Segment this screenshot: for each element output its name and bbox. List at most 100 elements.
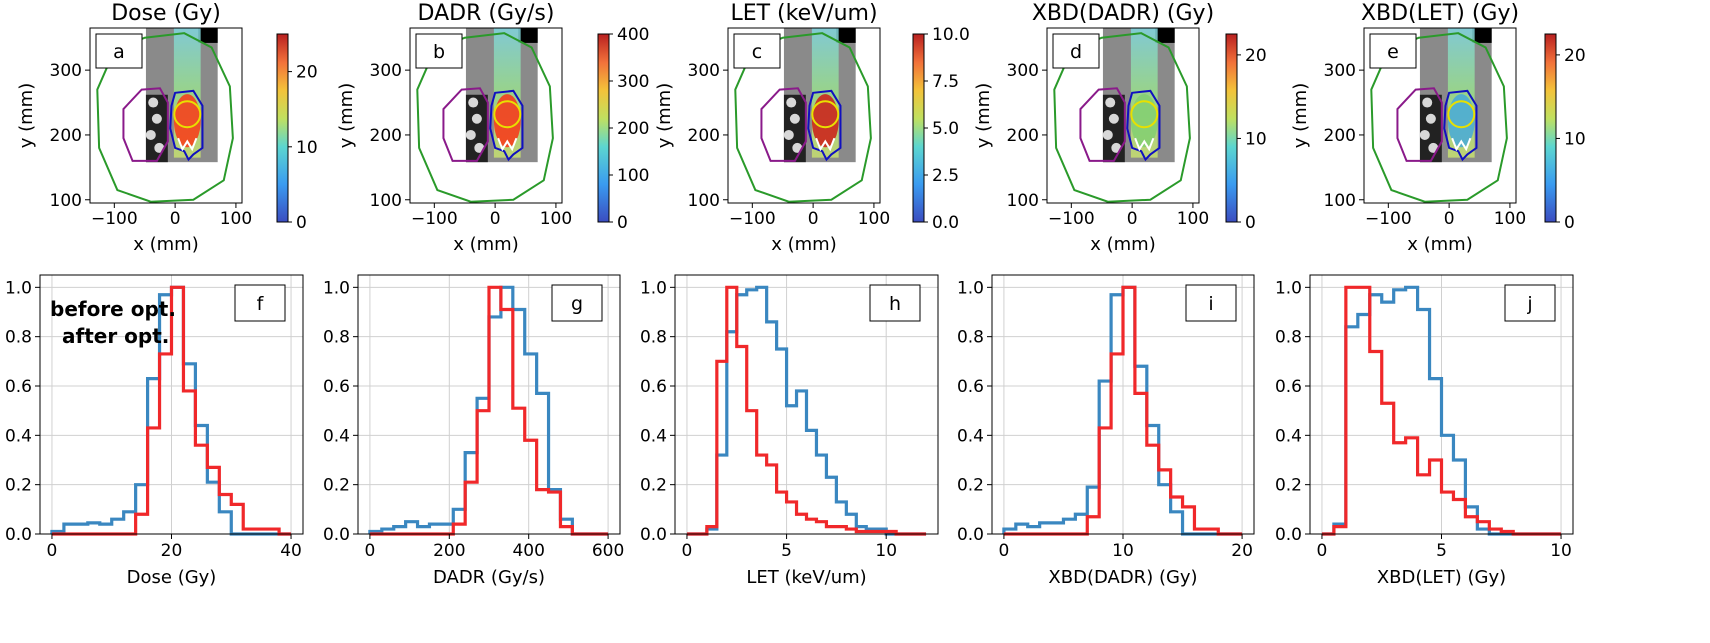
y-axis-label: y (mm)	[16, 83, 37, 149]
y-tick-label: 0.8	[5, 328, 32, 348]
colorbar-tick-label: 0.0	[932, 213, 959, 233]
ct-bone-spot	[1108, 113, 1119, 124]
axes-frame	[727, 27, 881, 204]
colorbar-tick-label: 300	[617, 72, 649, 92]
x-axis-label: x (mm)	[1090, 234, 1156, 255]
colorbar-tick-label: 10	[1245, 129, 1267, 149]
y-tick-label: 0.2	[1275, 476, 1302, 496]
x-tick-label: 10	[1550, 541, 1572, 561]
y-tick-label: 300	[370, 61, 402, 81]
ct-bone-spot	[148, 97, 159, 108]
ct-bone-spot	[465, 129, 476, 140]
x-axis-label: DADR (Gy/s)	[433, 567, 545, 588]
colorbar-tick-label: 0	[617, 213, 628, 233]
colorbar	[276, 33, 289, 223]
panel-letter: b	[433, 41, 445, 63]
panel-title: LET (keV/um)	[730, 1, 877, 26]
target-contour	[489, 89, 524, 162]
x-tick-label: 20	[1231, 541, 1253, 561]
y-tick-label: 0.4	[323, 426, 350, 446]
y-tick-label: 0.6	[1275, 377, 1302, 397]
y-tick-label: 200	[370, 126, 402, 146]
body-contour	[734, 32, 872, 203]
panel-letter-box	[1185, 284, 1237, 322]
y-tick-label: 300	[50, 61, 82, 81]
spine-contour	[177, 137, 198, 152]
panel-title: XBD(DADR) (Gy)	[1032, 1, 1214, 26]
colorbar-tick-label: 200	[617, 119, 649, 139]
y-tick-label: 0.8	[1275, 328, 1302, 348]
y-tick-label: 0.4	[957, 426, 984, 446]
ct-bone-spot	[471, 113, 482, 124]
x-axis-label: x (mm)	[771, 234, 837, 255]
y-axis-label: y (mm)	[1290, 83, 1311, 149]
colorbar-tick-label: 20	[1245, 46, 1267, 66]
spine-contour	[497, 137, 518, 152]
y-tick-label: 100	[1324, 191, 1356, 211]
panel-c: −100 0 100 100 200 300 x (mm) y (mm) LET (keV/um…	[654, 1, 970, 255]
y-tick-label: 200	[688, 126, 720, 146]
x-tick-label: 0	[364, 541, 375, 561]
colorbar-tick-label: 10	[1564, 129, 1586, 149]
colorbar-tick-label: 10.0	[932, 25, 970, 45]
y-tick-label: 0.4	[1275, 426, 1302, 446]
x-tick-label: 5	[1436, 541, 1447, 561]
panel-letter: d	[1070, 41, 1082, 63]
legend-after: after opt.	[62, 324, 169, 348]
ct-bone-spot	[151, 113, 162, 124]
x-axis-label: XBD(LET) (Gy)	[1377, 567, 1506, 588]
y-tick-label: 1.0	[5, 278, 32, 298]
panel-h: 0 5 10 0.0 0.2 0.4 0.6 0.8 1.0 LET (keV/um) h	[640, 274, 939, 588]
x-axis-label: x (mm)	[133, 234, 199, 255]
panel-letter: h	[889, 293, 901, 315]
y-tick-label: 100	[688, 191, 720, 211]
lung-contour	[442, 87, 489, 162]
y-tick-label: 0.0	[5, 525, 32, 545]
colorbar-tick-label: 5.0	[932, 119, 959, 139]
colorbar-tick-label: 0	[1245, 213, 1256, 233]
y-tick-label: 0.0	[323, 525, 350, 545]
panel-letter: j	[1526, 293, 1532, 315]
colorbar-tick-label: 0	[1564, 213, 1575, 233]
y-tick-label: 100	[370, 191, 402, 211]
panel-a: −100 0 100 100 200 300 x (mm) y (mm) Dose (Gy) a 0…	[16, 1, 318, 255]
x-tick-label: −100	[1365, 209, 1412, 229]
panel-letter: a	[113, 41, 125, 63]
series-before-line	[50, 285, 292, 536]
axes-frame	[1046, 27, 1200, 204]
ct-bone-spot	[1419, 129, 1430, 140]
y-tick-label: 1.0	[1275, 278, 1302, 298]
series-after-line	[686, 285, 927, 536]
colorbar-tick-label: 20	[296, 63, 318, 83]
x-tick-label: 200	[433, 541, 465, 561]
ring-contour	[811, 100, 840, 129]
ct-bone-spot	[1422, 97, 1433, 108]
colorbar	[1225, 33, 1238, 223]
y-tick-label: 0.0	[1275, 525, 1302, 545]
x-axis-label: x (mm)	[1407, 234, 1473, 255]
x-tick-label: 5	[781, 541, 792, 561]
panel-letter-box	[234, 284, 286, 322]
y-tick-label: 1.0	[957, 278, 984, 298]
y-tick-label: 200	[1324, 126, 1356, 146]
panel-letter-box	[1052, 33, 1100, 69]
y-tick-label: 300	[688, 61, 720, 81]
x-tick-label: 100	[540, 209, 572, 229]
y-tick-label: 0.0	[640, 525, 667, 545]
ct-bone-spot	[1102, 129, 1113, 140]
panel-j: 0 5 10 0.0 0.2 0.4 0.6 0.8 1.0 XBD(LET) (Gy) j	[1275, 274, 1574, 588]
dose-hotspot	[493, 94, 521, 148]
y-tick-label: 300	[1324, 61, 1356, 81]
colorbar	[1544, 33, 1557, 223]
ct-bone-spot	[789, 113, 800, 124]
panel-letter-box	[415, 33, 463, 69]
x-tick-label: 10	[1112, 541, 1134, 561]
colorbar-tick-label: 100	[617, 166, 649, 186]
y-tick-label: 0.8	[323, 328, 350, 348]
y-axis-label: y (mm)	[973, 83, 994, 149]
ct-air-region	[518, 28, 538, 43]
x-tick-label: 0	[490, 209, 501, 229]
target-contour	[1443, 89, 1478, 162]
